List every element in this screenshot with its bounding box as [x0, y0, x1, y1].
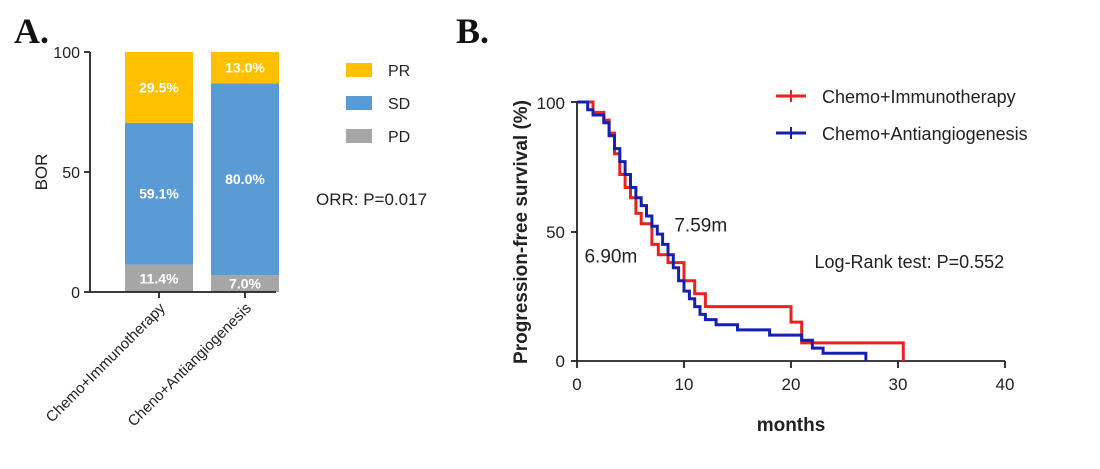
legend-label-sd: SD: [388, 96, 410, 113]
panel-b-xlabel: months: [757, 415, 826, 436]
panel-b-ytick: 50: [546, 223, 565, 242]
data-label: 7.0%: [229, 276, 261, 292]
panel-b-legend: Chemo+Immunotherapy Chemo+Antiangiogenes…: [776, 87, 1028, 144]
panel-b-xtick: 30: [889, 375, 908, 394]
data-label: 29.5%: [139, 79, 179, 95]
data-label: 59.1%: [139, 186, 179, 202]
median-annotation-antiangiogenesis: 6.90m: [584, 247, 637, 268]
panel-a-ytick: 0: [71, 285, 80, 302]
legend-swatch-pr: [346, 63, 372, 77]
bar-segment-sd-antiangio: [211, 83, 279, 276]
panel-a-ytick: 50: [62, 165, 80, 182]
data-label: 11.4%: [140, 270, 179, 286]
data-label: 13.0%: [225, 60, 265, 76]
panel-a-ytick: 100: [53, 45, 80, 62]
km-curve-chemo-antiangiogenesis: [577, 100, 868, 361]
panel-a-legend: PR SD PD: [346, 63, 410, 146]
legend-swatch-pd: [346, 129, 372, 143]
panel-a-orr-annotation: ORR: P=0.017: [316, 190, 427, 209]
panel-b-xtick: 20: [782, 375, 801, 394]
panel-b-xtick: 40: [996, 375, 1015, 394]
bar-segment-sd-immuno: [125, 122, 193, 265]
panel-b-ytick: 0: [556, 352, 565, 371]
panel-b-label: B.: [456, 11, 489, 51]
panel-a-ylabel: BOR: [32, 154, 51, 191]
panel-b-ylabel: Progression-free survival (%): [511, 100, 532, 364]
bar-segment-pr-immuno: [125, 52, 193, 123]
legend-label-chemo-immunotherapy: Chemo+Immunotherapy: [822, 87, 1016, 107]
panel-a-data-labels: 11.4% 59.1% 29.5% 7.0% 80.0% 13.0%: [139, 60, 265, 292]
legend-label-pr: PR: [388, 63, 410, 80]
median-annotation-immunotherapy: 7.59m: [674, 216, 727, 237]
legend-swatch-sd: [346, 96, 372, 110]
bar-segment-pd-antiangio: [211, 275, 279, 292]
panel-b-xtick: 0: [572, 375, 581, 394]
panel-a-bars: [125, 52, 279, 292]
legend-label-pd: PD: [388, 129, 410, 146]
panel-b-ytick: 100: [537, 94, 565, 113]
data-label: 80.0%: [225, 171, 265, 187]
legend-label-chemo-antiangiogenesis: Chemo+Antiangiogenesis: [822, 124, 1028, 144]
bar-segment-pd-immuno: [125, 264, 193, 292]
bar-segment-pr-antiangio: [211, 52, 279, 84]
panel-b-xtick: 10: [675, 375, 694, 394]
log-rank-annotation: Log-Rank test: P=0.552: [815, 252, 1005, 272]
panel-a-label: A.: [14, 11, 49, 51]
